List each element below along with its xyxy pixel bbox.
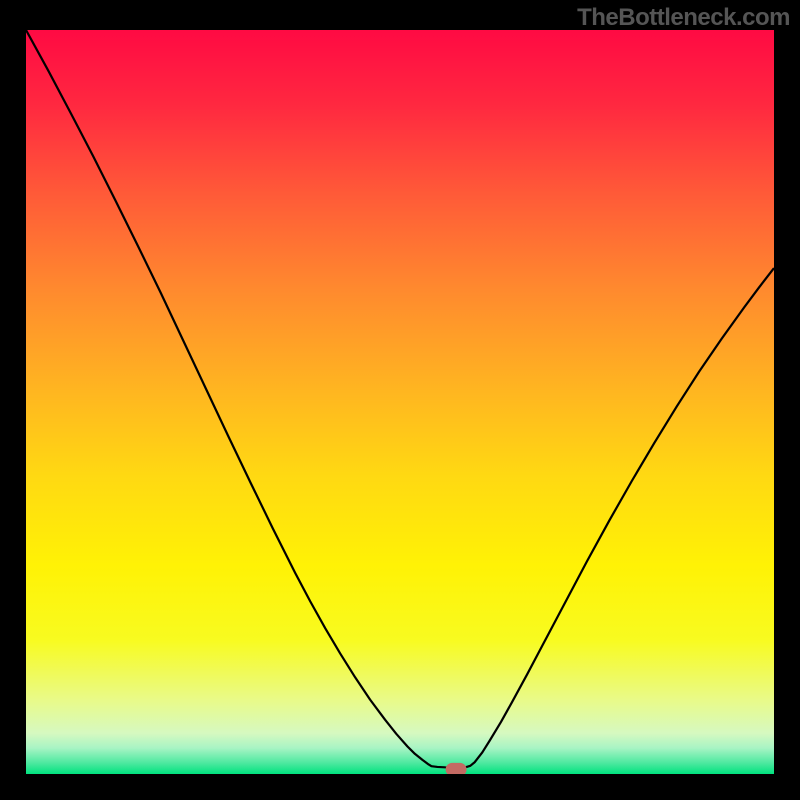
plot-area <box>26 30 774 774</box>
chart-svg <box>26 30 774 774</box>
watermark-text: TheBottleneck.com <box>577 4 790 32</box>
gradient-background <box>26 30 774 774</box>
chart-frame: TheBottleneck.com <box>0 0 800 800</box>
optimal-point-marker <box>446 763 467 774</box>
